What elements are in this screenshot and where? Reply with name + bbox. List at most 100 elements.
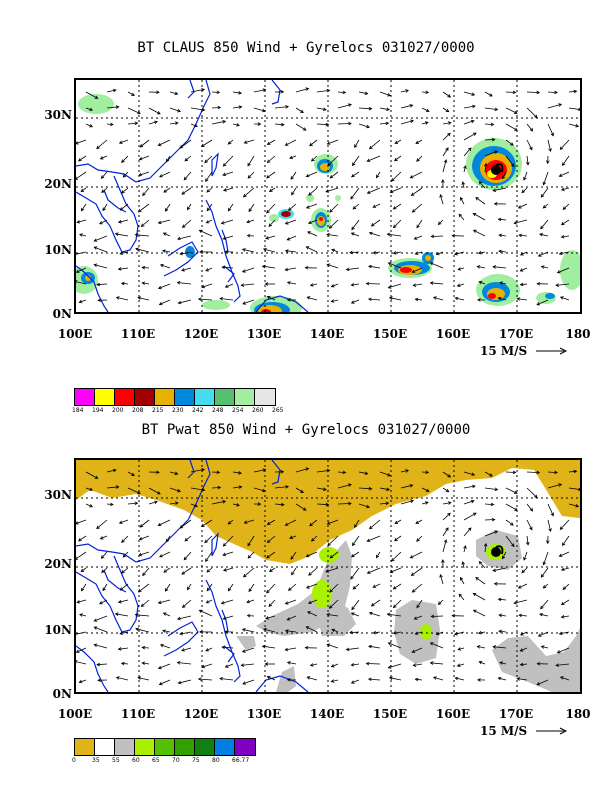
wind-vector-head xyxy=(483,162,488,167)
wind-vector xyxy=(369,139,381,150)
wind-vector-head xyxy=(458,213,463,218)
wind-vector-head xyxy=(562,162,566,166)
wind-vector-head xyxy=(352,205,357,210)
wind-vector-head xyxy=(184,157,189,162)
wind-vector-head xyxy=(257,502,262,506)
wind-vector xyxy=(369,232,381,237)
wind-vector-head xyxy=(222,616,227,620)
wind-vector xyxy=(327,155,339,166)
wind-vector-head xyxy=(558,251,563,256)
wind-vector-head xyxy=(513,601,518,605)
wind-vector xyxy=(308,599,318,604)
wind-vector-head xyxy=(519,268,524,272)
wind-vector xyxy=(162,250,171,253)
wind-vector-head xyxy=(424,501,429,505)
wind-vector xyxy=(351,299,360,304)
wind-vector xyxy=(76,281,87,285)
wind-vector-head xyxy=(311,158,315,162)
wind-vector xyxy=(179,519,192,529)
wind-vector-head xyxy=(221,645,226,650)
panel2-lon-150e: 150E xyxy=(372,707,408,721)
wind-vector xyxy=(415,631,423,635)
wind-vector-head xyxy=(157,600,162,605)
wind-vector-head xyxy=(80,188,85,193)
wind-vector xyxy=(165,155,171,163)
wind-vector-head xyxy=(159,643,164,648)
wind-vector xyxy=(562,155,570,166)
wind-vector-head xyxy=(157,522,162,527)
panel2-reference-vector-arrow xyxy=(536,727,568,735)
wind-vector-head xyxy=(134,233,139,237)
wind-vector xyxy=(76,661,87,665)
wind-vector-head xyxy=(119,207,124,211)
wind-vector xyxy=(120,583,129,591)
wind-vector-head xyxy=(410,119,415,123)
wind-vector-head xyxy=(141,281,146,286)
wind-vector-head xyxy=(470,499,475,504)
wind-vector xyxy=(463,91,475,96)
wind-vector xyxy=(285,139,297,146)
wind-vector-head xyxy=(478,180,483,185)
wind-vector-head xyxy=(413,236,418,240)
wind-vector xyxy=(169,122,178,125)
wind-vector-head xyxy=(201,107,206,112)
wind-vector xyxy=(309,139,318,147)
wind-vector xyxy=(350,187,360,200)
wind-vector-head xyxy=(389,189,394,194)
wind-vector-head xyxy=(177,488,181,493)
wind-vector xyxy=(517,678,528,681)
panel2-lon-100e: 100E xyxy=(57,707,93,721)
panel1-legend-label-2: 200 xyxy=(112,407,124,414)
wind-vector xyxy=(177,282,192,285)
wind-vector-head xyxy=(118,140,123,144)
wind-vector-head xyxy=(432,296,437,300)
wind-vector xyxy=(306,551,318,557)
wind-vector xyxy=(559,251,570,255)
wind-vector xyxy=(351,232,360,237)
wind-vector-head xyxy=(197,677,202,681)
wind-vector-head xyxy=(540,225,544,230)
wind-vector-head xyxy=(305,626,310,630)
wind-vector-head xyxy=(472,484,476,489)
wind-vector-head xyxy=(409,484,414,488)
wind-vector xyxy=(169,107,181,112)
wind-vector xyxy=(526,155,529,165)
wind-vector-head xyxy=(179,251,183,256)
wind-vector xyxy=(183,551,192,560)
wind-vector-head xyxy=(387,285,392,289)
wind-vector-head xyxy=(236,503,240,507)
wind-vector-head xyxy=(89,107,94,111)
panel2-legend-swatch-5 xyxy=(175,739,195,755)
wind-vector xyxy=(120,203,129,211)
panel1-legend-swatch-1 xyxy=(95,389,115,405)
wind-vector-head xyxy=(326,613,330,617)
wind-vector xyxy=(99,219,108,225)
wind-vector-head xyxy=(463,545,467,549)
wind-vector xyxy=(206,203,213,211)
wind-vector xyxy=(520,663,528,666)
wind-vector-head xyxy=(305,87,310,91)
wind-vector-head xyxy=(179,525,184,529)
wind-vector-head xyxy=(477,630,482,635)
wind-vector xyxy=(179,631,192,635)
wind-vector xyxy=(329,219,339,229)
wind-vector xyxy=(80,187,87,192)
wind-vector xyxy=(228,519,234,525)
wind-vector-head xyxy=(227,141,232,145)
wind-vector-head xyxy=(416,158,420,162)
wind-vector xyxy=(242,299,255,305)
wind-vector xyxy=(329,583,339,593)
wind-vector-head xyxy=(139,524,144,528)
wind-vector-head xyxy=(499,661,504,665)
wind-vector-head xyxy=(560,234,565,239)
wind-vector-head xyxy=(266,521,271,525)
wind-vector xyxy=(119,519,129,524)
wind-vector xyxy=(223,187,234,191)
wind-vector xyxy=(411,187,423,196)
wind-vector xyxy=(135,614,150,617)
wind-vector-head xyxy=(78,158,82,162)
wind-vector xyxy=(306,626,318,633)
wind-vector-head xyxy=(540,574,545,578)
panel2-legend-swatch-6 xyxy=(195,739,215,755)
wind-vector xyxy=(416,599,423,608)
